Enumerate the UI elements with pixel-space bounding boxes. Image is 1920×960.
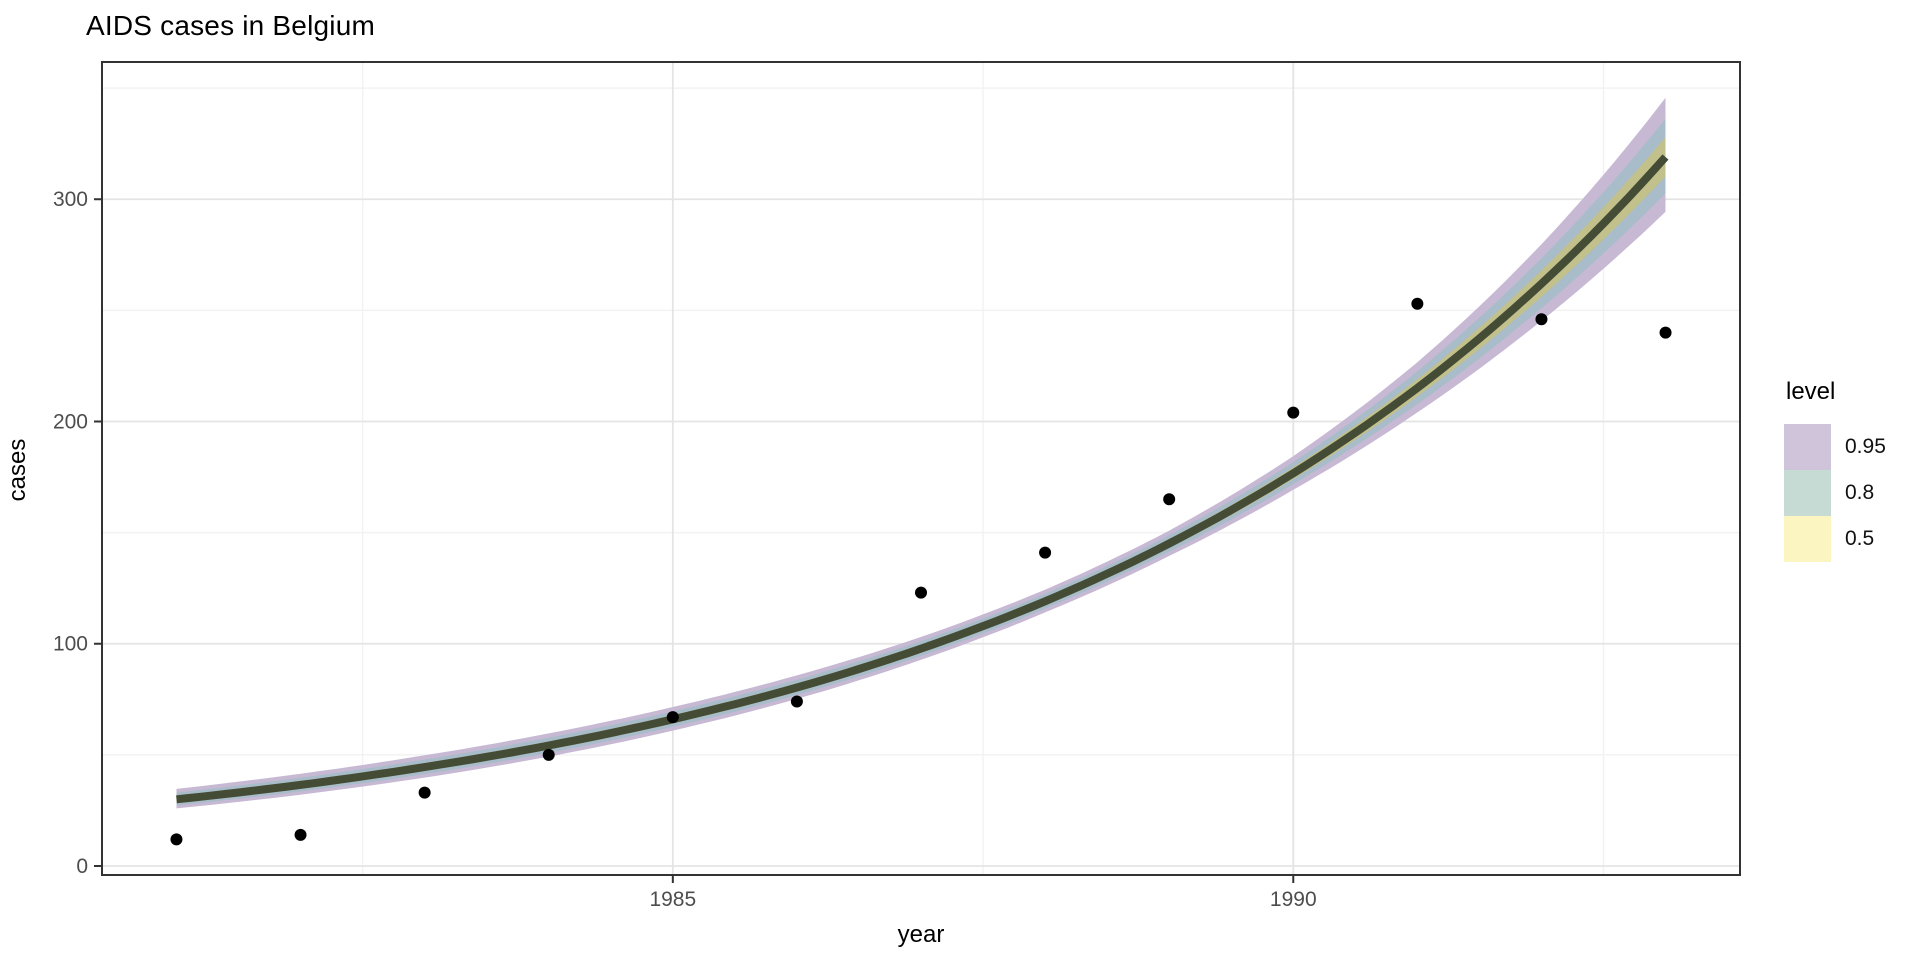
legend-label-08: 0.8: [1845, 481, 1875, 504]
data-point: [418, 786, 431, 799]
legend-swatch-05: [1784, 516, 1831, 562]
chart-title: AIDS cases in Belgium: [86, 10, 375, 41]
data-point: [666, 711, 679, 724]
data-point: [1535, 313, 1548, 326]
data-point: [1163, 493, 1176, 506]
x-axis-title: year: [897, 921, 945, 948]
y-tick-label: 300: [53, 188, 88, 211]
data-point: [1287, 406, 1300, 419]
y-tick-label: 100: [53, 633, 88, 656]
data-point: [170, 833, 183, 846]
legend-label-05: 0.5: [1845, 527, 1875, 550]
confidence-band-0.8: [176, 118, 1666, 806]
y-tick-label: 0: [76, 855, 88, 878]
legend-item-05: 0.5: [1784, 516, 1886, 562]
legend-swatch-08: [1784, 470, 1831, 516]
legend-item-08: 0.8: [1784, 470, 1886, 516]
panel-border: [101, 61, 1741, 876]
legend-title: level: [1786, 378, 1836, 405]
data-point: [542, 748, 555, 761]
data-point: [790, 695, 803, 708]
legend-swatch-095: [1784, 424, 1831, 470]
data-point: [1411, 297, 1424, 310]
confidence-band-0.95: [176, 97, 1666, 809]
legend: level 0.95 0.8 0.5: [1784, 378, 1886, 562]
smooth-line: [176, 154, 1669, 804]
legend-item-095: 0.95: [1784, 424, 1886, 470]
data-point: [1039, 546, 1052, 559]
x-tick-label: 1985: [649, 888, 696, 911]
data-point: [294, 828, 307, 841]
confidence-band-0.5: [176, 137, 1666, 803]
data-point: [1659, 326, 1672, 339]
legend-label-095: 0.95: [1845, 435, 1886, 458]
y-axis-title: cases: [4, 438, 31, 502]
y-tick-label: 200: [53, 410, 88, 433]
data-point: [915, 586, 927, 599]
x-tick-label: 1990: [1270, 888, 1317, 911]
